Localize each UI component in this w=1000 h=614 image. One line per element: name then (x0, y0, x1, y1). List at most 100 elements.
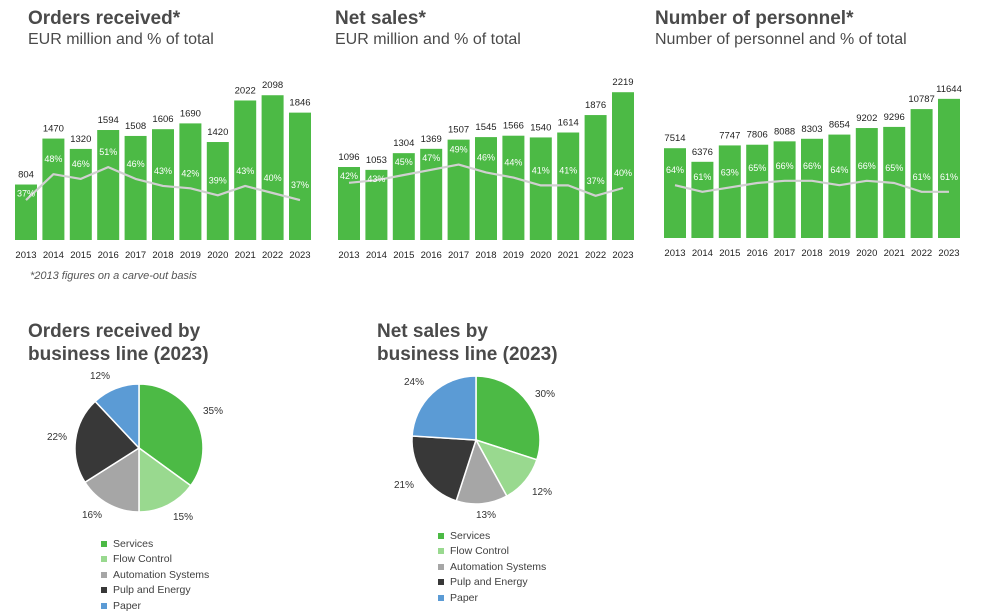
personnel-bar-2014 (691, 161, 714, 238)
sales_pie-slice-label-paper: 24% (404, 377, 424, 388)
sales-share-label-2022: 37% (587, 176, 605, 186)
sales-category-label-2016: 2016 (421, 250, 442, 261)
personnel-value-label-2016: 7806 (747, 130, 768, 141)
orders-share-label-2022: 40% (264, 173, 282, 183)
sales-bar-2013 (338, 167, 360, 240)
personnel-category-label-2015: 2015 (719, 248, 740, 259)
orders-value-label-2015: 1320 (70, 134, 91, 145)
sales-category-label-2018: 2018 (475, 250, 496, 261)
sales_pie-slice-label-pulp-and-energy: 21% (394, 480, 414, 491)
sales_pie-legend-label-paper: Paper (450, 591, 479, 604)
sales-share-label-2014: 43% (367, 174, 385, 184)
orders-share-label-2021: 43% (236, 166, 254, 176)
carve-out-footnote: *2013 figures on a carve-out basis (30, 270, 197, 282)
orders-category-label-2018: 2018 (152, 250, 173, 261)
orders-value-label-2019: 1690 (180, 108, 201, 119)
orders-value-label-2017: 1508 (125, 121, 146, 132)
sales-chart-subtitle: EUR million and % of total (335, 31, 521, 48)
sales_pie-legend-item-paper: Paper (438, 590, 546, 606)
personnel-value-label-2013: 7514 (664, 133, 685, 144)
personnel-chart-subtitle: Number of personnel and % of total (655, 31, 907, 48)
personnel-share-line (674, 179, 949, 193)
orders-chart-subtitle: EUR million and % of total (28, 31, 214, 48)
orders-share-label-2017: 46% (127, 159, 145, 169)
orders-share-label-2013: 37% (17, 189, 35, 199)
orders_pie-slice-label-pulp-and-energy: 22% (47, 432, 67, 443)
sales-bar-2022 (584, 115, 607, 240)
orders-category-label-2021: 2021 (235, 250, 256, 261)
sales-pie-title: Net sales by business line (2023) (377, 321, 558, 365)
orders_pie-legend-label-automation-systems: Automation Systems (113, 568, 210, 581)
orders_pie-slice-label-paper: 12% (90, 371, 110, 382)
sales_pie-legend-swatch-pulp-and-energy (438, 579, 444, 586)
orders-category-label-2015: 2015 (70, 250, 91, 261)
personnel-value-label-2014: 6376 (692, 147, 713, 158)
personnel-share-label-2020: 66% (858, 161, 876, 171)
orders_pie-slice-services (138, 383, 204, 487)
personnel-share-label-2013: 64% (666, 165, 684, 175)
orders_pie-slice-pulp-and-energy (74, 400, 141, 484)
sales-share-label-2017: 49% (450, 145, 468, 155)
orders-category-label-2022: 2022 (262, 250, 283, 261)
orders_pie-slice-paper (94, 383, 140, 450)
sales_pie-legend-item-flow-control: Flow Control (438, 544, 546, 560)
orders_pie-legend-label-paper: Paper (113, 599, 142, 612)
orders_pie-legend-item-paper: Paper (101, 598, 209, 614)
personnel-category-label-2023: 2023 (938, 248, 959, 259)
personnel-value-label-2019: 8654 (829, 120, 850, 131)
orders_pie-slice-label-flow-control: 15% (173, 512, 193, 523)
sales-category-label-2020: 2020 (530, 250, 551, 261)
orders-value-label-2014: 1470 (43, 124, 64, 135)
personnel-share-label-2014: 61% (693, 172, 711, 182)
sales_pie-legend-label-pulp-and-energy: Pulp and Energy (450, 576, 528, 589)
orders-category-label-2014: 2014 (43, 250, 64, 261)
orders-category-label-2023: 2023 (289, 250, 310, 261)
sales-category-label-2023: 2023 (612, 250, 633, 261)
personnel-bar-2018 (801, 138, 823, 238)
sales-category-label-2013: 2013 (338, 250, 359, 261)
sales-value-label-2017: 1507 (448, 125, 469, 136)
orders-pie-title: Orders received by business line (2023) (28, 321, 209, 365)
sales-category-label-2015: 2015 (393, 250, 414, 261)
sales-value-label-2023: 2219 (612, 77, 633, 88)
orders-bar-2015 (69, 148, 92, 240)
sales-value-label-2016: 1369 (421, 134, 442, 145)
orders_pie-legend-swatch-flow-control (101, 556, 107, 563)
personnel-bar-2023 (938, 98, 960, 238)
personnel-bar-2013 (664, 148, 686, 238)
orders-category-label-2017: 2017 (125, 250, 146, 261)
sales-category-label-2014: 2014 (366, 250, 387, 261)
orders-bar-2014 (42, 138, 65, 240)
sales-value-label-2014: 1053 (366, 155, 387, 166)
sales-bar-2019 (502, 135, 525, 240)
sales-share-label-2016: 47% (422, 153, 440, 163)
sales_pie-legend-item-automation-systems: Automation Systems (438, 559, 546, 575)
orders-share-label-2023: 37% (291, 180, 309, 190)
personnel-share-label-2022: 61% (913, 172, 931, 182)
orders-share-line (25, 166, 301, 202)
sales_pie-slice-services (475, 375, 541, 461)
orders-bar-2019 (179, 123, 202, 240)
sales_pie-legend-swatch-services (438, 532, 444, 539)
orders-pie-legend: Services Flow Control Automation Systems Pu… (101, 536, 209, 614)
orders_pie-legend-item-automation-systems: Automation Systems (101, 567, 209, 583)
personnel-bar-2022 (910, 109, 933, 238)
personnel-category-label-2017: 2017 (774, 248, 795, 259)
orders-bar-2020 (206, 142, 229, 240)
sales_pie-slice-label-services: 30% (535, 389, 555, 400)
orders-value-label-2023: 1846 (289, 98, 310, 109)
orders_pie-slice-label-automation-systems: 16% (82, 510, 102, 521)
sales_pie-legend-item-services: Services (438, 528, 546, 544)
orders-share-label-2020: 39% (209, 175, 227, 185)
personnel-share-label-2015: 63% (721, 167, 739, 177)
sales-chart-title: Net sales* (335, 8, 426, 29)
sales-share-label-2013: 42% (340, 171, 358, 181)
sales_pie-slice-pulp-and-energy (411, 435, 478, 502)
sales-value-label-2018: 1545 (475, 122, 496, 133)
orders-bar-2013 (15, 184, 37, 240)
orders-bar-2021 (234, 100, 257, 241)
orders_pie-legend-item-flow-control: Flow Control (101, 552, 209, 568)
orders-chart-title: Orders received* (28, 8, 181, 29)
